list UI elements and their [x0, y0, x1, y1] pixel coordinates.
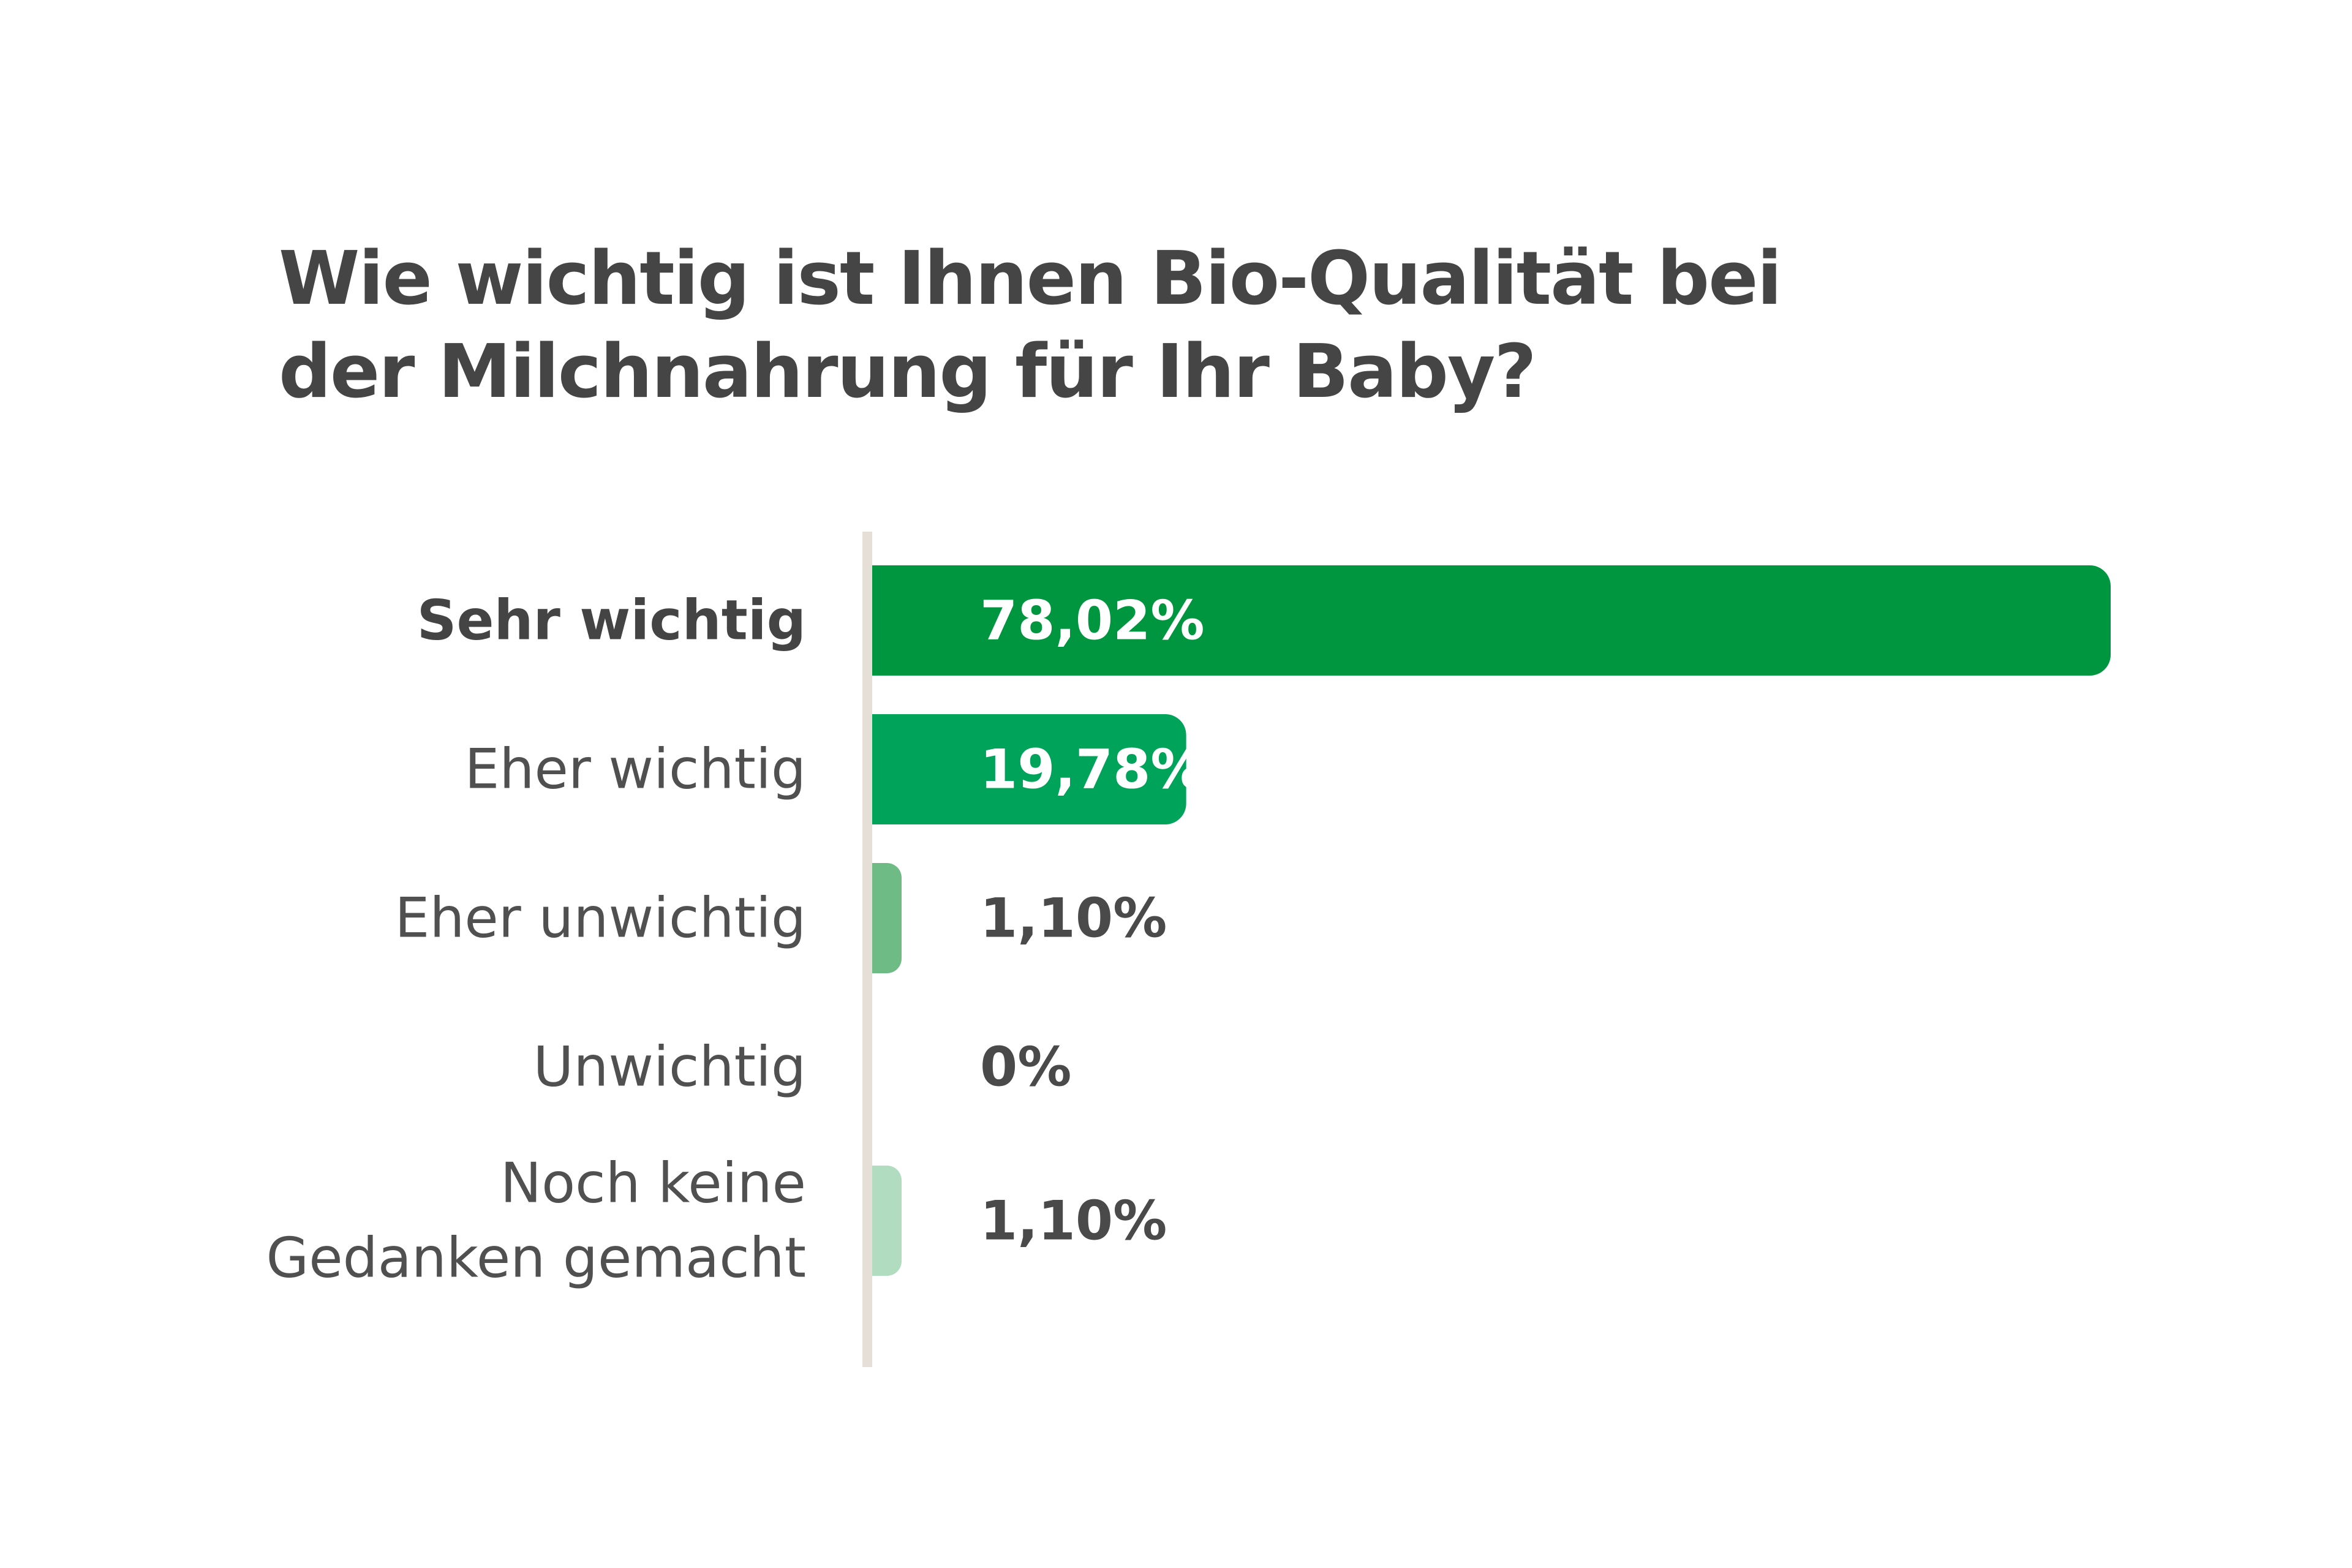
bar-0 [872, 565, 2111, 676]
category-label-2: Eher unwichtig [394, 886, 806, 951]
category-label-3: Unwichtig [533, 1035, 806, 1099]
value-label-0: 78,02% [980, 589, 1205, 652]
value-label-4: 1,10% [980, 1189, 1167, 1253]
labels-layer: Sehr wichtig 78,02% Eher wichtig 19,78% Eher… [266, 589, 1205, 1291]
category-label-1: Eher wichtig [465, 737, 806, 802]
category-label-0: Sehr wichtig [417, 589, 806, 653]
value-label-3: 0% [980, 1036, 1071, 1099]
category-label-4-line-1: Gedanken gemacht [266, 1226, 807, 1291]
chart-title: Wie wichtig ist Ihnen Bio-Qualität bei d… [279, 236, 1782, 415]
category-label-4-line-0: Noch keine [500, 1152, 806, 1216]
value-label-1: 19,78% [980, 738, 1205, 801]
bars-layer [872, 565, 2111, 1276]
bar-1 [872, 714, 1186, 824]
value-label-2: 1,10% [980, 887, 1167, 950]
bar-2 [872, 863, 902, 973]
bar-4 [872, 1166, 902, 1276]
